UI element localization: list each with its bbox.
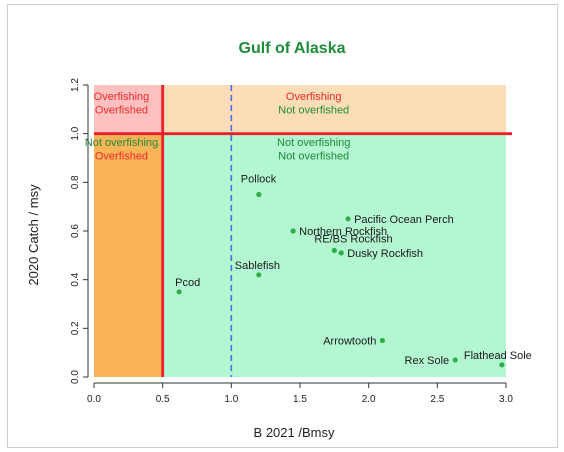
y-tick-label: 1.0 <box>70 126 81 140</box>
x-tick-label: 1.5 <box>293 394 307 405</box>
x-tick-label: 0.5 <box>156 394 170 405</box>
y-tick-label: 0.0 <box>70 370 81 384</box>
x-tick-label: 3.0 <box>499 394 513 405</box>
zone-no <box>94 133 163 377</box>
threshold-lines <box>94 85 512 377</box>
zone-label-on_line2: Not overfished <box>278 104 349 116</box>
point-label-dusky-rockfish: Dusky Rockfish <box>347 248 423 260</box>
y-tick-label: 0.6 <box>70 224 81 238</box>
zone-label-no_line1: Not overfishing <box>85 137 158 149</box>
point-northern-rockfish <box>290 228 296 234</box>
point-label-rex-sole: Rex Sole <box>405 355 450 367</box>
point-label-sablefish: Sablefish <box>235 260 280 272</box>
zone-label-on_line1: Overfishing <box>286 91 342 103</box>
point-label-pollock: Pollock <box>241 174 277 186</box>
figure-frame: Overfishing Overfished Overfishing Not over… <box>7 4 558 448</box>
point-label-northern-rockfish: Northern Rockfish <box>299 226 387 238</box>
point-flathead-sole <box>499 362 505 368</box>
zone-label-oo_line2: Overfished <box>95 104 148 116</box>
point-arrowtooth <box>379 337 385 344</box>
point-pollock <box>256 191 262 198</box>
zone-nn <box>162 133 506 377</box>
x-tick-label: 2.0 <box>362 394 376 405</box>
point-label-pacific-ocean-perch: Pacific Ocean Perch <box>354 214 454 226</box>
chart-title: Gulf of Alaska <box>239 40 346 57</box>
y-tick-label: 0.8 <box>70 175 81 189</box>
point-dusky-rockfish <box>338 250 344 256</box>
point-re-bs-rockfish <box>331 247 337 254</box>
zone-label-no_line2: Overfished <box>95 151 148 163</box>
y-axis-label: 2020 Catch / msy <box>26 184 41 286</box>
zone-on <box>162 85 506 134</box>
x-tick-label: 0.0 <box>87 394 101 405</box>
point-label-flathead-sole: Flathead Sole <box>464 350 532 362</box>
x-tick-label: 2.5 <box>430 394 444 405</box>
zone-label-oo_line1: Overfishing <box>94 91 150 103</box>
zone-label-nn_line1: Not overfishing <box>277 137 350 149</box>
point-label-re-bs-rockfish: RE/BS Rockfish <box>314 233 392 245</box>
axes: 0.0 0.5 1.0 1.5 2.0 2.5 3.0 0.0 0.2 0.4 0.6 0.8 1.0 1… <box>70 78 513 405</box>
y-tick-label: 0.4 <box>70 272 81 286</box>
point-pacific-ocean-perch <box>345 216 351 222</box>
zone-label-nn_line2: Not overfished <box>278 151 349 163</box>
point-sablefish <box>256 272 262 278</box>
point-label-arrowtooth: Arrowtooth <box>323 336 376 348</box>
point-rex-sole <box>452 357 458 363</box>
x-axis-label: B 2021 /Bmsy <box>254 425 335 440</box>
y-tick-label: 1.2 <box>70 78 81 92</box>
point-pcod <box>176 289 182 295</box>
zones-layer <box>94 85 506 377</box>
zone-oo <box>94 85 163 134</box>
y-tick-label: 0.2 <box>70 321 81 335</box>
x-tick-label: 1.0 <box>224 394 238 405</box>
point-label-pcod: Pcod <box>175 277 200 289</box>
